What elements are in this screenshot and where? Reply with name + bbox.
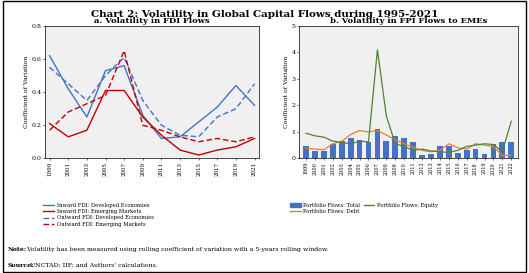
- Text: Note:: Note:: [8, 247, 27, 252]
- Bar: [366, 142, 371, 158]
- Bar: [437, 146, 443, 158]
- Legend: Inward FDI: Developed Economies, Inward FDI: Emerging Markets, Outward FDI: Deve: Inward FDI: Developed Economies, Inward …: [41, 201, 156, 229]
- Bar: [348, 138, 353, 158]
- Text: UNCTAD; IIF; and Authors' calculations.: UNCTAD; IIF; and Authors' calculations.: [28, 263, 158, 268]
- Bar: [481, 154, 487, 158]
- Title: b. Volatility in FPI Flows to EMEs: b. Volatility in FPI Flows to EMEs: [330, 17, 487, 25]
- Bar: [375, 129, 380, 158]
- Text: Volatility has been measured using rolling coefficient of variation with a 5-yea: Volatility has been measured using rolli…: [25, 247, 329, 252]
- Title: a. Volatility in FDI Flows: a. Volatility in FDI Flows: [94, 17, 210, 25]
- Bar: [419, 155, 425, 158]
- Bar: [410, 143, 416, 158]
- Bar: [312, 151, 318, 158]
- Bar: [330, 144, 336, 158]
- Text: Chart 2: Volatility in Global Capital Flows during 1995-2021: Chart 2: Volatility in Global Capital Fl…: [91, 10, 438, 19]
- Bar: [339, 141, 344, 158]
- Bar: [384, 141, 389, 158]
- Y-axis label: Coefficient of Variation: Coefficient of Variation: [284, 56, 288, 128]
- Bar: [393, 136, 398, 158]
- Bar: [402, 138, 407, 158]
- Bar: [357, 140, 362, 158]
- Bar: [321, 151, 327, 158]
- Bar: [464, 150, 470, 158]
- Bar: [473, 149, 479, 158]
- Bar: [455, 153, 461, 158]
- Bar: [303, 146, 309, 158]
- Bar: [446, 146, 452, 158]
- Y-axis label: Coefficient of Variation: Coefficient of Variation: [24, 56, 29, 128]
- Text: Source:: Source:: [8, 263, 34, 268]
- Bar: [499, 142, 505, 158]
- Bar: [508, 143, 514, 158]
- Bar: [428, 154, 434, 158]
- Bar: [490, 144, 496, 158]
- Legend: Portfolio Flows: Total, Portfolio Flows: Debt, Portfolio Flows: Equity: Portfolio Flows: Total, Portfolio Flows:…: [288, 201, 440, 216]
